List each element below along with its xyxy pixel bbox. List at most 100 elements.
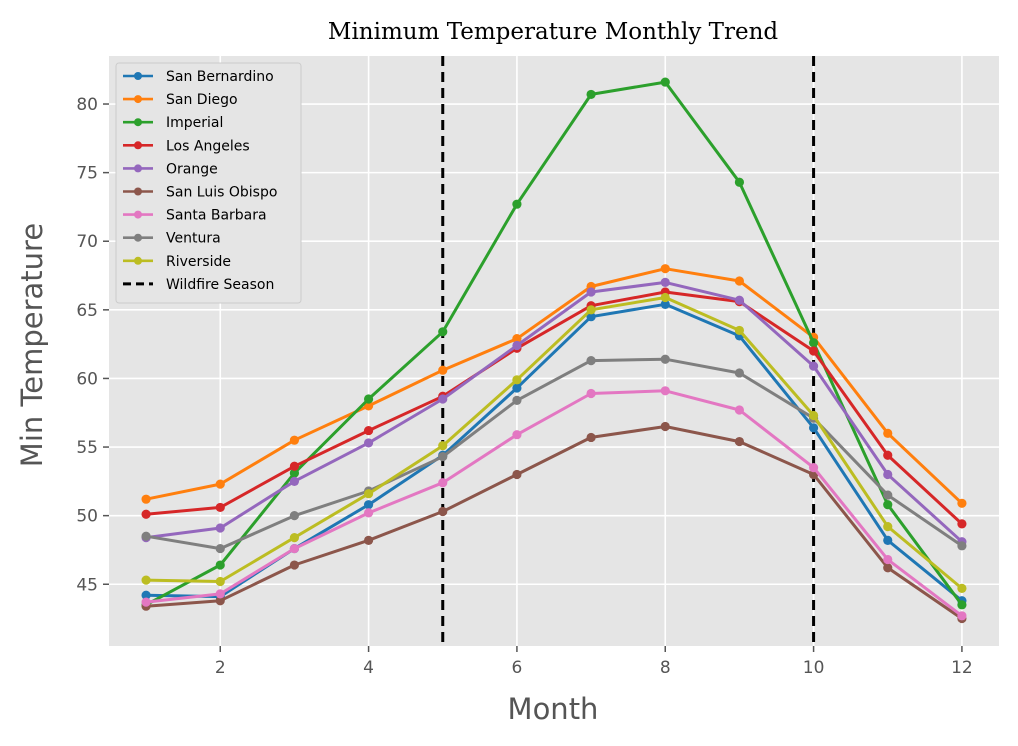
legend-label: Wildfire Season xyxy=(166,277,274,293)
data-point xyxy=(289,511,300,521)
data-point xyxy=(438,452,448,462)
y-axis-label: Min Temperature xyxy=(15,223,49,467)
y-tick-label: 75 xyxy=(76,164,98,184)
data-point xyxy=(883,554,893,565)
legend-item: Wildfire Season xyxy=(123,277,274,293)
data-point xyxy=(438,506,448,517)
data-point xyxy=(141,494,151,504)
data-point xyxy=(289,468,300,478)
data-point xyxy=(883,428,893,438)
legend-marker xyxy=(134,141,142,150)
legend-item: Santa Barbara xyxy=(123,208,267,224)
data-point xyxy=(808,410,819,421)
data-point xyxy=(363,438,374,448)
data-point xyxy=(215,589,225,599)
data-point xyxy=(808,361,819,371)
legend-marker xyxy=(134,187,142,196)
data-point xyxy=(215,560,225,570)
legend-marker xyxy=(134,210,142,219)
y-tick-label: 65 xyxy=(76,301,98,321)
data-point xyxy=(141,597,151,607)
data-point xyxy=(660,421,670,432)
data-point xyxy=(660,299,670,309)
data-point xyxy=(957,611,967,621)
series-line xyxy=(145,290,963,526)
data-point xyxy=(289,435,300,445)
data-point xyxy=(808,338,819,348)
x-tick-labels: 2 4 6 8 10 12 xyxy=(215,646,973,678)
data-point xyxy=(215,502,225,513)
data-point xyxy=(289,543,300,554)
series-line xyxy=(145,280,963,543)
data-point xyxy=(660,354,670,364)
series-line xyxy=(145,267,963,505)
data-point xyxy=(883,500,893,510)
data-point xyxy=(438,478,448,488)
data-point xyxy=(586,89,596,100)
data-point xyxy=(512,340,522,351)
series-line xyxy=(145,425,963,620)
data-point xyxy=(215,479,225,489)
legend-label: Riverside xyxy=(166,254,231,270)
data-point xyxy=(141,509,151,519)
data-point xyxy=(734,368,745,378)
series-1 xyxy=(141,264,967,508)
x-tick-label: 8 xyxy=(660,658,671,678)
data-point xyxy=(734,405,745,415)
data-point xyxy=(586,312,596,322)
x-tick-label: 6 xyxy=(512,658,523,678)
legend-marker xyxy=(134,256,142,265)
data-point xyxy=(363,425,374,436)
data-point xyxy=(363,401,374,411)
legend-item: Imperial xyxy=(123,115,223,131)
y-tick-label: 60 xyxy=(76,369,98,389)
legend-label: Santa Barbara xyxy=(166,208,267,224)
y-tick-label: 45 xyxy=(76,575,98,595)
legend-item: San Luis Obispo xyxy=(123,185,277,201)
data-point xyxy=(512,334,522,344)
data-point xyxy=(141,531,151,541)
series-6 xyxy=(141,386,967,621)
data-point xyxy=(363,508,374,518)
data-point xyxy=(438,394,448,404)
legend-marker xyxy=(134,233,142,242)
y-tick-label: 80 xyxy=(76,95,98,115)
legend-label: San Diego xyxy=(166,92,238,108)
data-point xyxy=(957,600,967,610)
data-point xyxy=(957,583,967,593)
y-tick-label: 70 xyxy=(76,232,98,252)
data-point xyxy=(808,463,819,473)
data-point xyxy=(141,590,151,600)
data-point xyxy=(215,523,225,533)
data-point xyxy=(883,469,893,480)
data-point xyxy=(438,365,448,375)
data-point xyxy=(883,563,893,573)
data-point xyxy=(438,441,448,451)
data-point xyxy=(289,533,300,543)
data-point xyxy=(586,356,596,366)
data-point xyxy=(215,596,225,606)
data-point xyxy=(363,489,374,499)
series-line xyxy=(145,389,963,617)
x-tick-label: 10 xyxy=(803,658,825,678)
data-point xyxy=(363,500,374,510)
chart-title: Minimum Temperature Monthly Trend xyxy=(328,19,778,45)
series-line xyxy=(146,296,963,590)
data-point xyxy=(734,436,745,447)
x-tick-label: 2 xyxy=(215,658,226,678)
series-line xyxy=(145,357,963,551)
legend-label: San Bernardino xyxy=(166,69,274,85)
legend-marker xyxy=(134,95,142,104)
data-point xyxy=(512,395,522,405)
data-point xyxy=(215,576,225,587)
legend-marker xyxy=(134,72,142,80)
data-point xyxy=(586,305,596,315)
data-point xyxy=(734,325,745,336)
data-point xyxy=(215,543,225,554)
legend: San Bernardino San Diego Imperial Los Angel… xyxy=(115,62,302,304)
data-point xyxy=(734,177,745,187)
series-3 xyxy=(141,287,967,529)
data-point xyxy=(586,287,596,297)
series-group xyxy=(141,77,967,624)
legend-box xyxy=(115,62,302,304)
